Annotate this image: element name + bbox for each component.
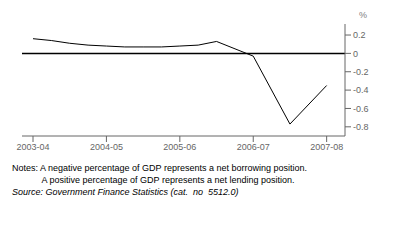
svg-text:2003-04: 2003-04 — [16, 142, 49, 152]
svg-text:%: % — [359, 10, 367, 20]
html-text:Notes: A negative percentage o: Notes: A negative percentage of GDP repr… — [12, 163, 307, 173]
html-text:Source: Government Finance Sta: Source: Government Finance Statistics (c… — [12, 187, 239, 197]
svg-text:-0.6: -0.6 — [353, 104, 369, 114]
svg-text:2006-07: 2006-07 — [237, 142, 270, 152]
svg-text:0: 0 — [353, 49, 358, 59]
svg-text:-0.2: -0.2 — [353, 67, 369, 77]
svg-text:2004-05: 2004-05 — [90, 142, 123, 152]
svg-text:2007-08: 2007-08 — [310, 142, 343, 152]
html-text:A positive percentage of GDP r: A positive percentage of GDP represents … — [12, 175, 295, 185]
svg-text:-0.4: -0.4 — [353, 85, 369, 95]
svg-text:-0.8: -0.8 — [353, 122, 369, 132]
svg-text:0.2: 0.2 — [353, 30, 366, 40]
svg-text:2005-06: 2005-06 — [163, 142, 196, 152]
